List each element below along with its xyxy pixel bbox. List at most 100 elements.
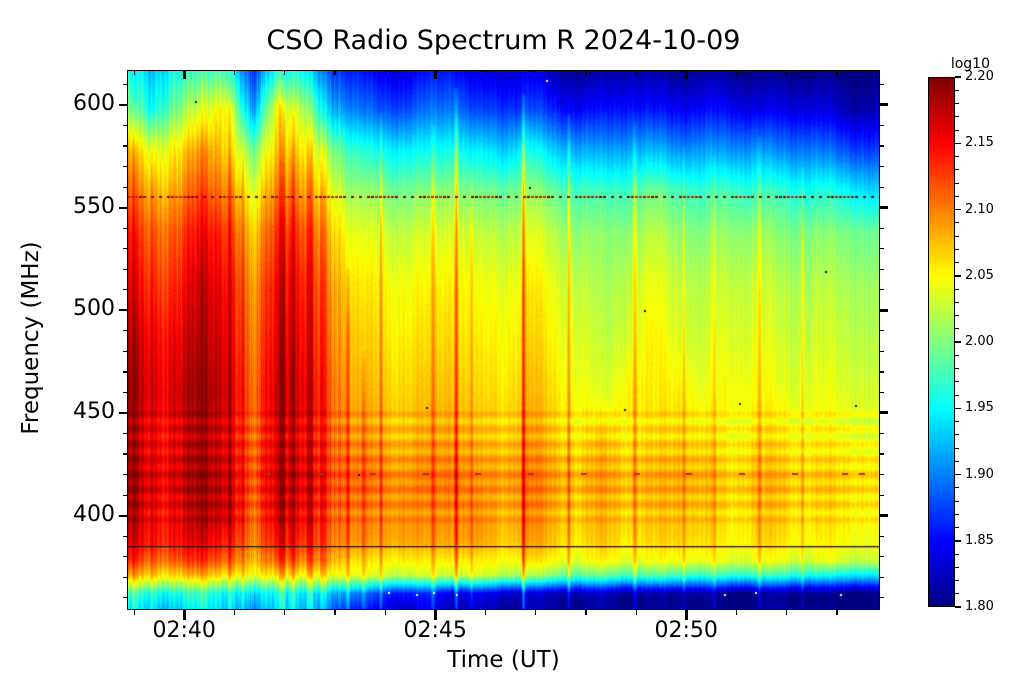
y-minor-tick-right (880, 453, 884, 455)
y-minor-tick-right (880, 289, 884, 291)
y-minor-tick-right (880, 556, 884, 558)
colorbar-minor-tick (955, 89, 959, 91)
y-minor-tick-right (880, 597, 884, 599)
x-minor-tick-top (233, 71, 236, 75)
y-minor-tick-right (880, 145, 884, 147)
colorbar-tick-label: 2.10 (965, 201, 994, 217)
y-tick-label: 550 (73, 193, 115, 219)
x-major-tick (433, 610, 437, 620)
colorbar-major-tick (955, 275, 961, 277)
y-major-tick-right (880, 514, 888, 518)
x-minor-tick (535, 610, 537, 615)
y-minor-tick-right (880, 186, 884, 188)
y-minor-tick-right (880, 83, 884, 86)
x-minor-tick-top (836, 71, 838, 75)
colorbar-minor-tick (955, 301, 959, 303)
colorbar-minor-tick (955, 156, 959, 157)
y-axis-label: Frequency (MHz) (18, 241, 44, 435)
y-major-tick-right (880, 411, 888, 415)
y-tick-label: 400 (73, 501, 115, 527)
x-minor-tick (384, 610, 386, 615)
x-minor-tick (233, 610, 236, 615)
y-minor-tick (123, 268, 127, 270)
x-minor-tick (484, 610, 487, 615)
y-minor-tick-right (880, 268, 884, 270)
x-major-tick (684, 610, 688, 620)
y-minor-tick-right (880, 391, 884, 394)
x-major-tick-top (182, 71, 186, 79)
x-minor-tick-top (786, 71, 788, 75)
y-minor-tick (123, 371, 127, 373)
colorbar-major-tick (955, 76, 961, 78)
colorbar-minor-tick (955, 500, 959, 502)
colorbar-minor-tick (955, 248, 959, 250)
colorbar-minor-tick (955, 460, 959, 462)
y-tick-label: 500 (73, 296, 115, 322)
x-tick-label: 02:40 (152, 618, 216, 643)
colorbar-minor-tick (955, 434, 959, 436)
colorbar-minor-tick (955, 129, 959, 131)
colorbar-minor-tick (955, 328, 959, 330)
y-minor-tick (123, 83, 127, 86)
colorbar-major-tick (955, 540, 961, 542)
y-minor-tick (123, 289, 127, 291)
y-minor-tick (123, 556, 127, 558)
colorbar-minor-tick (955, 103, 959, 104)
y-minor-tick-right (880, 124, 884, 127)
y-minor-tick (123, 453, 127, 455)
y-minor-tick-right (880, 227, 884, 229)
colorbar-minor-tick (955, 354, 959, 356)
colorbar-minor-tick (955, 527, 959, 528)
x-minor-tick-top (133, 71, 135, 75)
colorbar-tick-label: 1.85 (965, 532, 994, 548)
colorbar-minor-tick (955, 381, 959, 383)
colorbar-minor-tick (955, 169, 959, 171)
colorbar-minor-tick (955, 195, 959, 197)
y-tick-label: 450 (73, 398, 115, 424)
colorbar-minor-tick (955, 235, 959, 237)
x-minor-tick (585, 610, 587, 615)
x-tick-label: 02:50 (654, 618, 718, 643)
y-minor-tick-right (880, 248, 884, 250)
colorbar-label: log10 (950, 56, 990, 72)
y-minor-tick (123, 166, 127, 168)
x-minor-tick-top (535, 71, 537, 75)
x-axis-label: Time (UT) (447, 647, 560, 673)
y-major-tick-right (880, 103, 888, 107)
y-minor-tick (123, 576, 127, 578)
colorbar-tick-label: 1.80 (965, 599, 994, 614)
x-minor-tick (635, 610, 637, 615)
colorbar-minor-tick (955, 222, 959, 224)
colorbar-minor-tick (955, 580, 959, 581)
colorbar-minor-tick (955, 421, 959, 422)
colorbar-tick-label: 2.05 (965, 267, 994, 283)
y-major-tick (119, 309, 127, 312)
y-minor-tick-right (880, 350, 884, 352)
y-minor-tick (123, 186, 127, 188)
colorbar-minor-tick (955, 262, 959, 263)
y-minor-tick (123, 330, 127, 332)
y-minor-tick (123, 248, 127, 250)
colorbar-minor-tick (955, 513, 959, 515)
colorbar-major-tick (955, 473, 961, 476)
colorbar-tick-label: 2.15 (965, 135, 994, 151)
colorbar-minor-tick (955, 116, 959, 118)
y-minor-tick (123, 227, 127, 229)
y-tick-label: 600 (73, 90, 115, 116)
colorbar-minor-tick (955, 315, 959, 316)
y-minor-tick (123, 391, 127, 394)
x-minor-tick-top (735, 71, 738, 75)
y-minor-tick (123, 124, 127, 127)
colorbar-minor-tick (955, 394, 959, 396)
colorbar-minor-tick (955, 368, 959, 369)
y-minor-tick-right (880, 330, 884, 332)
x-major-tick-top (684, 71, 688, 79)
x-minor-tick (334, 610, 336, 615)
x-tick-label: 02:45 (403, 618, 467, 643)
colorbar-canvas (928, 77, 955, 607)
y-major-tick (119, 411, 127, 415)
y-major-tick-right (880, 206, 888, 210)
colorbar-major-tick (955, 208, 961, 211)
x-minor-tick-top (635, 71, 637, 75)
colorbar-major-tick (955, 407, 961, 409)
